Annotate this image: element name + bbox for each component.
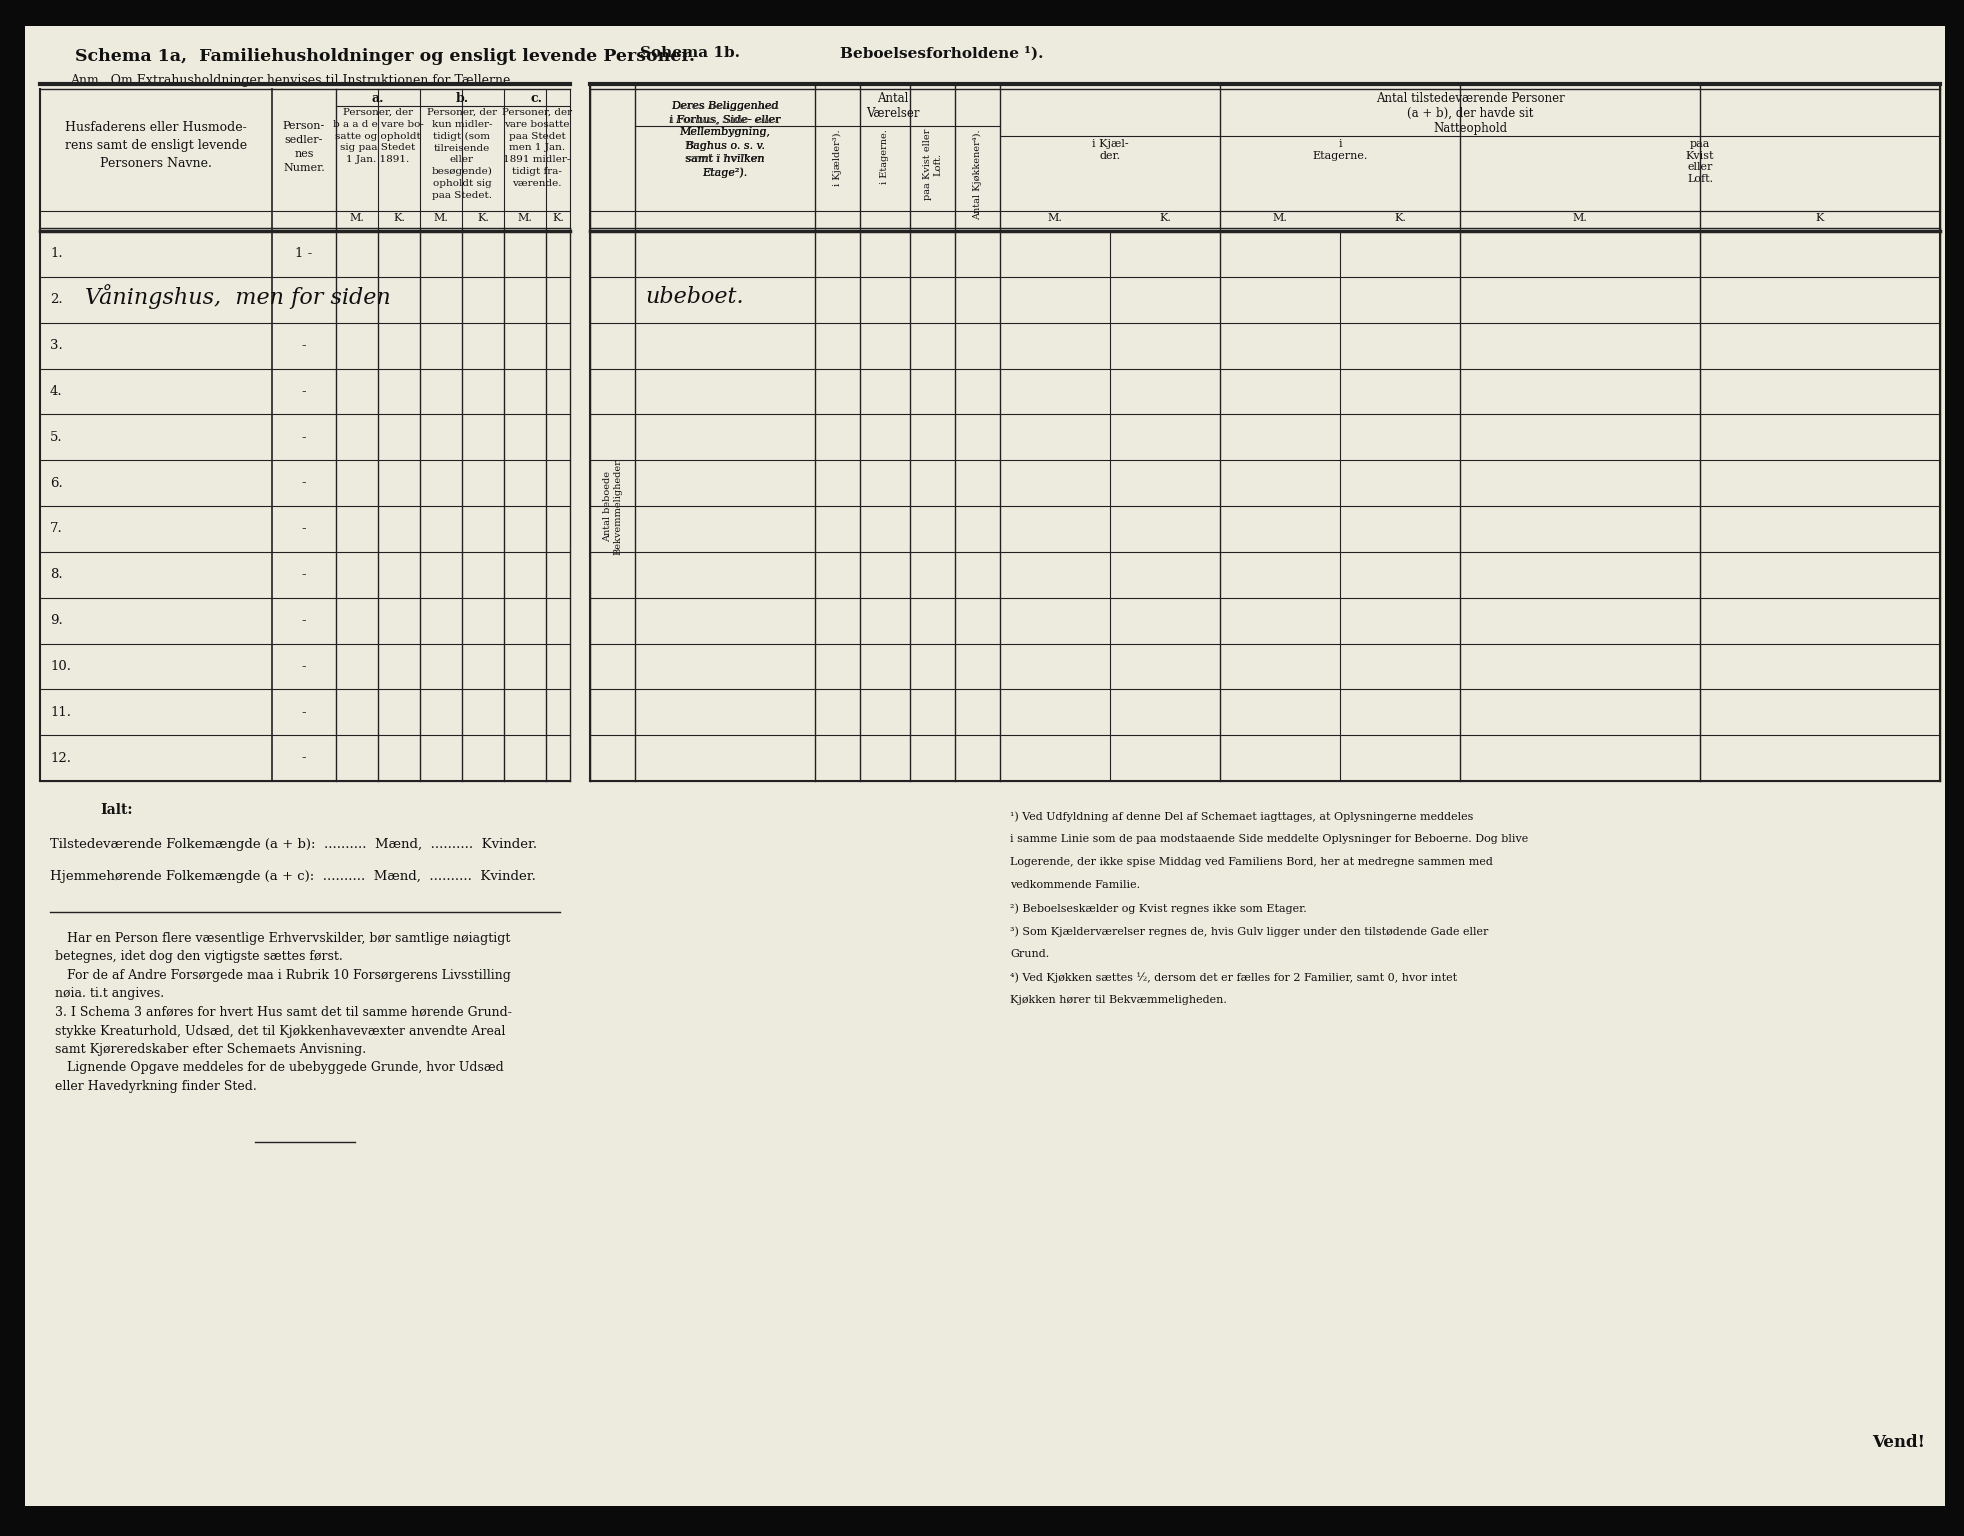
Text: Ialt:: Ialt: — [100, 803, 132, 817]
Text: i Etagerne.: i Etagerne. — [880, 129, 890, 184]
Text: Person-
sedler-
nes
Numer.: Person- sedler- nes Numer. — [283, 121, 324, 174]
Text: Har en Person flere væsentlige Erhvervskilder, bør samtlige nøiagtigt
betegnes, : Har en Person flere væsentlige Erhvervsk… — [55, 932, 511, 1094]
Text: Tilstedeværende Folkemængde (a + b):  ..........  Mænd,  ..........  Kvinder.: Tilstedeværende Folkemængde (a + b): ...… — [49, 839, 536, 851]
Text: M.: M. — [350, 214, 363, 223]
Text: i Kjælder³).: i Kjælder³). — [833, 129, 843, 186]
Text: 7.: 7. — [49, 522, 63, 536]
Text: i Kjæl-
der.: i Kjæl- der. — [1092, 138, 1127, 161]
Text: -: - — [302, 476, 306, 490]
Text: -: - — [302, 614, 306, 627]
Text: Grund.: Grund. — [1009, 949, 1049, 958]
Text: paa Kvist eller
Loft.: paa Kvist eller Loft. — [923, 129, 941, 200]
Text: Sohema 1b.: Sohema 1b. — [640, 46, 740, 60]
Text: a.: a. — [371, 92, 385, 104]
Text: vedkommende Familie.: vedkommende Familie. — [1009, 880, 1139, 889]
Text: i samme Linie som de paa modstaaende Side meddelte Oplysninger for Beboerne. Dog: i samme Linie som de paa modstaaende Sid… — [1009, 834, 1528, 843]
Text: M.: M. — [434, 214, 448, 223]
Text: K.: K. — [552, 214, 564, 223]
Text: Vend!: Vend! — [1872, 1435, 1925, 1452]
Text: 1 -: 1 - — [295, 247, 312, 261]
Text: ²) Beboelseskælder og Kvist regnes ikke som Etager.: ²) Beboelseskælder og Kvist regnes ikke … — [1009, 903, 1306, 914]
Text: Personer, der
b a a d e vare bo-
satte og opholdt
sig paa Stedet
1 Jan. 1891.: Personer, der b a a d e vare bo- satte o… — [332, 108, 422, 164]
Text: -: - — [302, 660, 306, 673]
Text: Antal Kjøkkener⁴).: Antal Kjøkkener⁴). — [972, 129, 982, 220]
Text: -: - — [302, 339, 306, 352]
Text: M.: M. — [1273, 214, 1286, 223]
Text: -: - — [302, 430, 306, 444]
Text: Beboelsesforholdene ¹).: Beboelsesforholdene ¹). — [839, 46, 1043, 60]
Text: 9.: 9. — [49, 614, 63, 627]
Text: Hjemmehørende Folkemængde (a + c):  ..........  Mænd,  ..........  Kvinder.: Hjemmehørende Folkemængde (a + c): .....… — [49, 869, 536, 883]
Text: Deres Beliggenhed
i Forhus, Side- eller
Mellembygning,
Baghus o. s. v.
samt i hv: Deres Beliggenhed i Forhus, Side- eller … — [670, 101, 780, 178]
Text: Antal tilstedeværende Personer
(a + b), der havde sit
Natteophold: Antal tilstedeværende Personer (a + b), … — [1375, 92, 1563, 135]
Text: 5.: 5. — [49, 430, 63, 444]
Text: Husfaderens eller Husmode-
rens samt de ensligt levende
Personers Navne.: Husfaderens eller Husmode- rens samt de … — [65, 121, 247, 170]
Text: Antal beboede
Bekvemmeligheder.: Antal beboede Bekvemmeligheder. — [603, 458, 623, 554]
Text: -: - — [302, 386, 306, 398]
Text: 1.: 1. — [49, 247, 63, 261]
Text: Logerende, der ikke spise Middag ved Familiens Bord, her at medregne sammen med: Logerende, der ikke spise Middag ved Fam… — [1009, 857, 1493, 866]
Text: Kjøkken hører til Bekvæmmeligheden.: Kjøkken hører til Bekvæmmeligheden. — [1009, 995, 1226, 1005]
Text: 10.: 10. — [49, 660, 71, 673]
Text: K.: K. — [393, 214, 405, 223]
Text: Personer, der
vare bosatte
paa Stedet
men 1 Jan.
1891 midler-
tidigt fra-
værend: Personer, der vare bosatte paa Stedet me… — [501, 108, 572, 187]
Text: M.: M. — [1047, 214, 1063, 223]
Text: ubeboet.: ubeboet. — [644, 286, 742, 307]
Text: ¹) Ved Udfyldning af denne Del af Schemaet iagttages, at Oplysningerne meddeles: ¹) Ved Udfyldning af denne Del af Schema… — [1009, 811, 1473, 822]
Text: 11.: 11. — [49, 705, 71, 719]
Text: Personer, der
kun midler-
tidigt (som
tilreisende
eller
besøgende)
opholdt sig
p: Personer, der kun midler- tidigt (som ti… — [426, 108, 497, 200]
Text: K.: K. — [477, 214, 489, 223]
Text: K.: K. — [1159, 214, 1171, 223]
Text: K.: K. — [1392, 214, 1404, 223]
Text: 8.: 8. — [49, 568, 63, 581]
Text: Deres Beliggenhed
i Forhus, Side- eller
Mellembygning,
Baghus o. s. v.
samt i hv: Deres Beliggenhed i Forhus, Side- eller … — [670, 101, 780, 178]
Text: ³) Som Kjælderværelser regnes de, hvis Gulv ligger under den tilstødende Gade el: ³) Som Kjælderværelser regnes de, hvis G… — [1009, 926, 1487, 937]
Text: Antal
Værelser: Antal Værelser — [866, 92, 919, 120]
Text: -: - — [302, 568, 306, 581]
Text: -: - — [302, 751, 306, 765]
Text: 6.: 6. — [49, 476, 63, 490]
Text: Schema 1a,  Familiehusholdninger og ensligt levende Personer.: Schema 1a, Familiehusholdninger og ensli… — [75, 48, 695, 65]
Text: M.: M. — [517, 214, 532, 223]
Text: 4.: 4. — [49, 386, 63, 398]
Text: K: K — [1815, 214, 1823, 223]
Text: i
Etagerne.: i Etagerne. — [1312, 138, 1367, 161]
Text: -: - — [302, 705, 306, 719]
Text: M.: M. — [1571, 214, 1587, 223]
Text: paa
Kvist
eller
Loft.: paa Kvist eller Loft. — [1685, 138, 1713, 184]
Text: 2.: 2. — [49, 293, 63, 306]
Text: ⁴) Ved Kjøkken sættes ½, dersom det er fælles for 2 Familier, samt 0, hvor intet: ⁴) Ved Kjøkken sættes ½, dersom det er f… — [1009, 972, 1457, 983]
Text: -: - — [302, 522, 306, 536]
Text: 12.: 12. — [49, 751, 71, 765]
Text: Våningshus,  men for siden: Våningshus, men for siden — [84, 284, 391, 309]
Text: c.: c. — [530, 92, 542, 104]
Text: Anm.  Om Extrahusholdninger henvises til Instruktionen for Tællerne.: Anm. Om Extrahusholdninger henvises til … — [71, 74, 515, 88]
Text: b.: b. — [456, 92, 467, 104]
Text: 3.: 3. — [49, 339, 63, 352]
